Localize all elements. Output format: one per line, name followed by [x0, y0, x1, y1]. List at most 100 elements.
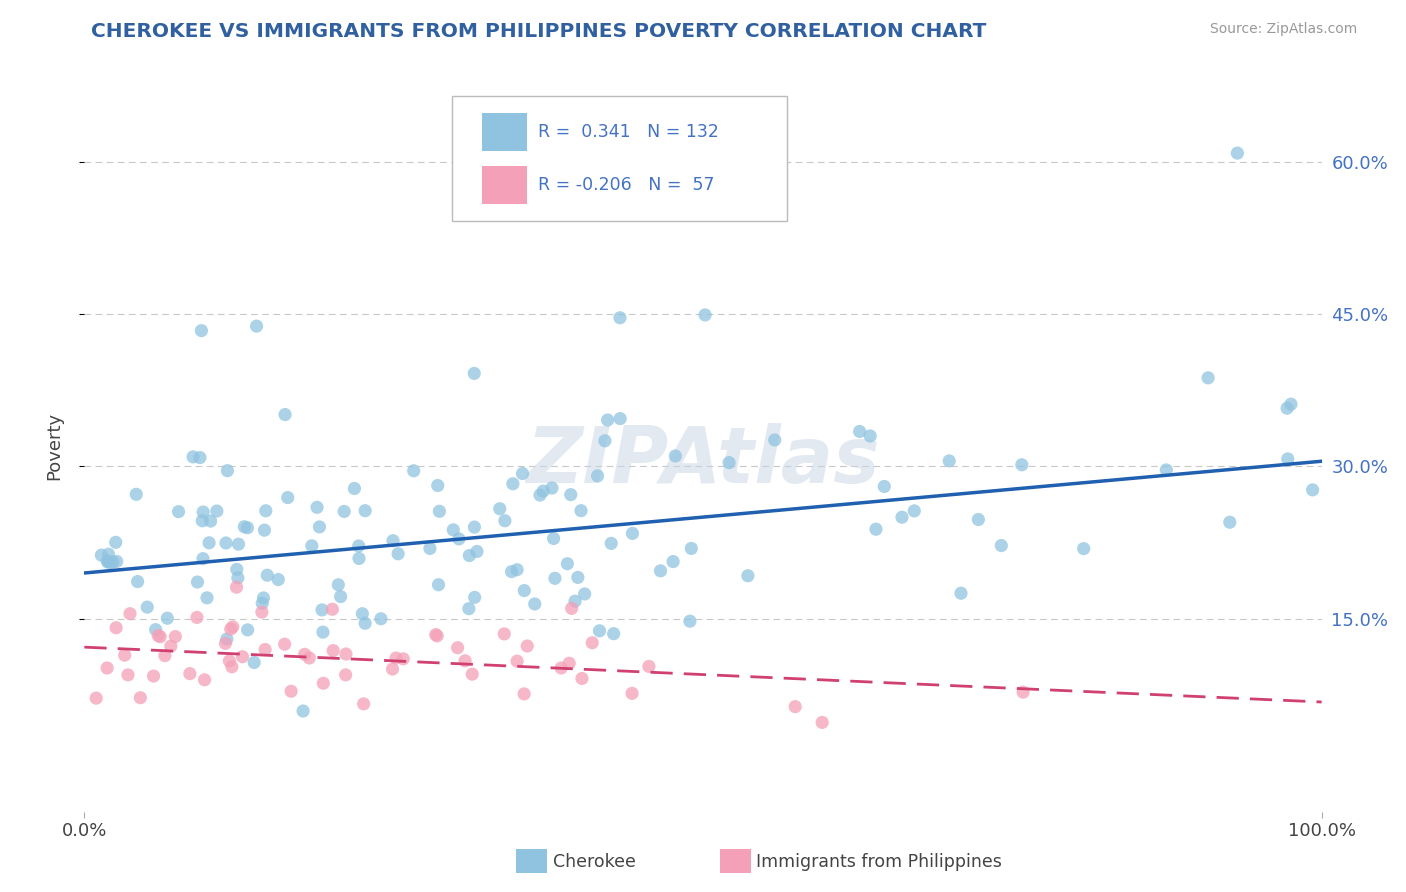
Point	[145, 623, 167, 637]
Point	[312, 625, 335, 640]
Point	[245, 319, 267, 334]
Point	[564, 594, 586, 608]
Point	[543, 532, 565, 546]
Point	[457, 601, 479, 615]
Point	[662, 555, 685, 569]
Point	[506, 654, 529, 668]
Point	[149, 630, 172, 644]
Point	[385, 651, 408, 665]
Text: CHEROKEE VS IMMIGRANTS FROM PHILIPPINES POVERTY CORRELATION CHART: CHEROKEE VS IMMIGRANTS FROM PHILIPPINES …	[91, 22, 987, 41]
Point	[354, 616, 377, 631]
Point	[226, 571, 249, 585]
Point	[322, 643, 344, 657]
Point	[114, 648, 136, 663]
Point	[280, 684, 302, 698]
Point	[693, 308, 716, 322]
Point	[215, 632, 238, 646]
Point	[609, 411, 631, 425]
Point	[938, 454, 960, 468]
Point	[873, 479, 896, 493]
Point	[221, 660, 243, 674]
FancyBboxPatch shape	[481, 113, 527, 152]
Point	[217, 464, 239, 478]
Point	[488, 501, 510, 516]
Point	[581, 636, 603, 650]
Point	[1156, 463, 1178, 477]
Point	[160, 639, 183, 653]
Point	[129, 690, 152, 705]
Point	[586, 468, 609, 483]
Point	[256, 568, 278, 582]
Point	[513, 687, 536, 701]
Point	[494, 514, 516, 528]
Point	[429, 504, 451, 518]
Point	[267, 573, 290, 587]
Point	[1275, 401, 1298, 416]
Point	[544, 571, 567, 585]
Point	[225, 562, 247, 576]
Point	[277, 491, 299, 505]
Point	[609, 310, 631, 325]
Point	[200, 514, 222, 528]
Point	[529, 488, 551, 502]
Point	[571, 672, 593, 686]
Point	[97, 554, 120, 568]
Point	[98, 556, 121, 570]
Point	[512, 467, 534, 481]
Point	[600, 536, 623, 550]
Point	[188, 450, 211, 465]
Point	[195, 591, 218, 605]
Point	[231, 649, 253, 664]
Point	[254, 642, 277, 657]
Point	[865, 522, 887, 536]
Point	[311, 603, 333, 617]
Point	[402, 464, 425, 478]
Point	[681, 541, 703, 556]
Point	[252, 591, 274, 605]
FancyBboxPatch shape	[481, 166, 527, 204]
Point	[186, 575, 208, 590]
Point	[569, 504, 592, 518]
Point	[516, 639, 538, 653]
Point	[638, 659, 661, 673]
Point	[328, 578, 350, 592]
Point	[243, 656, 266, 670]
Point	[1073, 541, 1095, 556]
Point	[446, 640, 468, 655]
Point	[354, 504, 377, 518]
Point	[156, 611, 179, 625]
Point	[308, 520, 330, 534]
Point	[464, 591, 486, 605]
Point	[458, 549, 481, 563]
Point	[1277, 451, 1299, 466]
Point	[101, 555, 124, 569]
Point	[90, 548, 112, 562]
Point	[602, 626, 624, 640]
Point	[294, 648, 316, 662]
Point	[506, 563, 529, 577]
Point	[596, 413, 619, 427]
Point	[191, 505, 214, 519]
Point	[465, 544, 488, 558]
Point	[718, 456, 741, 470]
Point	[621, 526, 644, 541]
Point	[250, 605, 273, 619]
Point	[352, 607, 374, 621]
Point	[387, 547, 409, 561]
Point	[181, 450, 204, 464]
Point	[1011, 458, 1033, 472]
Point	[274, 408, 297, 422]
Point	[513, 583, 536, 598]
Point	[763, 433, 786, 447]
Point	[252, 596, 274, 610]
Point	[142, 669, 165, 683]
Point	[1197, 371, 1219, 385]
Point	[463, 520, 485, 534]
Point	[136, 600, 159, 615]
Point	[84, 691, 107, 706]
Point	[419, 541, 441, 556]
Point	[650, 564, 672, 578]
Point	[96, 555, 118, 569]
Point	[557, 557, 579, 571]
Point	[186, 610, 208, 624]
